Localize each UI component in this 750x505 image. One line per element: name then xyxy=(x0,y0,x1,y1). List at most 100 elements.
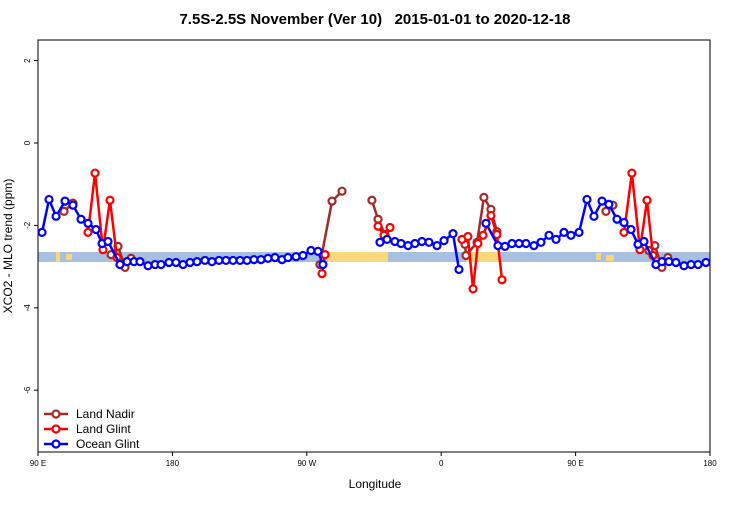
data-point xyxy=(382,234,392,245)
data-point xyxy=(619,217,629,228)
legend-swatch-marker xyxy=(51,409,61,419)
data-point xyxy=(664,257,674,267)
data-point xyxy=(44,194,54,205)
land-band xyxy=(328,252,388,262)
chart-title: 7.5S-2.5S November (Ver 10) 2015-01-01 t… xyxy=(179,11,570,28)
data-point xyxy=(448,229,458,239)
legend-swatch-marker xyxy=(51,439,61,449)
land-band xyxy=(466,252,500,262)
data-point xyxy=(83,227,93,238)
data-point xyxy=(51,211,61,221)
series xyxy=(37,194,711,275)
data-point xyxy=(536,237,546,247)
data-point xyxy=(105,195,115,205)
data-point xyxy=(566,230,576,240)
data-point xyxy=(463,231,473,242)
data-point xyxy=(313,246,323,256)
plot-frame xyxy=(37,39,711,453)
data-point xyxy=(298,250,308,261)
data-point xyxy=(529,240,539,251)
data-point xyxy=(701,257,711,268)
data-point xyxy=(601,206,611,216)
data-point xyxy=(185,257,195,268)
data-point xyxy=(432,240,442,251)
data-point xyxy=(439,236,449,246)
data-point xyxy=(589,211,599,221)
legend-label: Ocean Glint xyxy=(76,437,140,451)
data-point xyxy=(306,245,316,256)
data-point xyxy=(60,196,70,206)
data-point xyxy=(693,259,703,270)
y-tick-label: -4 xyxy=(23,304,32,312)
x-tick-label: 180 xyxy=(166,459,180,468)
data-point xyxy=(320,250,330,260)
x-tick-label: 0 xyxy=(439,459,444,468)
data-point xyxy=(639,236,649,247)
data-point xyxy=(143,261,153,271)
data-point xyxy=(642,195,652,205)
data-point xyxy=(37,227,47,238)
data-point xyxy=(473,238,483,249)
data-point xyxy=(424,237,434,247)
x-tick-label: 180 xyxy=(703,459,717,468)
data-point xyxy=(597,196,607,206)
data-point xyxy=(492,229,502,240)
data-point xyxy=(417,236,427,247)
land-band xyxy=(606,255,614,261)
data-point xyxy=(83,218,93,228)
data-point xyxy=(454,264,464,275)
legend-label: Land Glint xyxy=(76,422,131,436)
legend-swatch-marker xyxy=(51,424,61,434)
data-point xyxy=(156,259,166,270)
legend-label: Land Nadir xyxy=(76,407,135,421)
data-point xyxy=(679,261,689,271)
data-point xyxy=(327,196,337,206)
data-point xyxy=(604,199,614,209)
data-point xyxy=(481,218,491,228)
data-point xyxy=(318,259,328,270)
data-point xyxy=(574,227,584,238)
data-point xyxy=(479,192,489,202)
data-point xyxy=(200,255,210,266)
data-point xyxy=(468,284,478,294)
x-tick-label: 90 E xyxy=(567,459,583,468)
data-point xyxy=(626,224,636,235)
data-point xyxy=(373,221,383,231)
data-point xyxy=(627,168,637,178)
data-point xyxy=(283,252,293,263)
data-point xyxy=(582,194,592,205)
data-point xyxy=(135,257,145,267)
data-point xyxy=(551,234,561,245)
data-point xyxy=(367,195,377,205)
data-point xyxy=(207,257,217,267)
data-point xyxy=(493,240,503,251)
x-tick-label: 90 W xyxy=(297,459,316,468)
x-tick-label: 90 E xyxy=(30,459,46,468)
data-point xyxy=(91,224,101,235)
x-axis-label: Longitude xyxy=(349,477,402,491)
y-axis-label: XCO2 - MLO trend (ppm) xyxy=(1,179,15,314)
y-tick-label: -6 xyxy=(23,386,32,394)
data-point xyxy=(478,230,488,240)
data-point xyxy=(317,269,327,279)
data-point xyxy=(486,210,496,221)
data-point xyxy=(385,222,395,233)
data-point xyxy=(192,257,202,267)
data-point xyxy=(497,275,507,285)
data-point xyxy=(90,168,100,178)
data-point xyxy=(612,214,622,224)
data-point xyxy=(337,186,347,196)
data-point xyxy=(68,200,78,210)
y-tick-label: -2 xyxy=(23,221,32,229)
data-point xyxy=(103,236,113,247)
land-band xyxy=(66,254,72,260)
data-point xyxy=(263,253,273,263)
land-ocean-band xyxy=(38,252,710,262)
y-tick-label: 0 xyxy=(23,140,32,145)
data-point xyxy=(76,214,86,224)
data-point xyxy=(544,230,554,240)
land-band xyxy=(56,252,60,262)
y-tick-label: 2 xyxy=(23,58,32,63)
